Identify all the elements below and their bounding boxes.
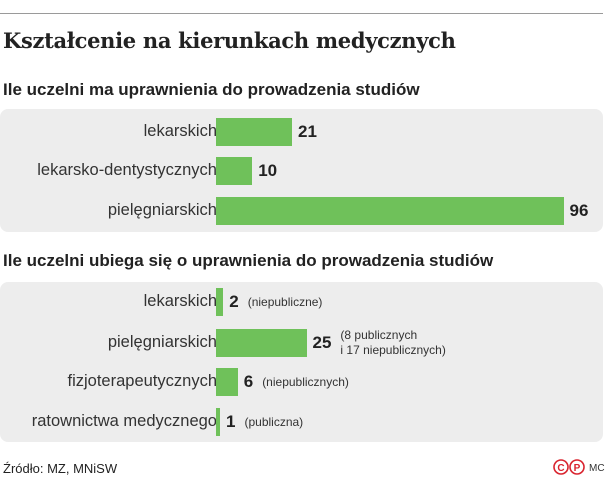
- bar: [216, 368, 238, 396]
- author-credit: MC: [589, 463, 605, 474]
- svg-text:P: P: [574, 463, 581, 474]
- category-label: lekarsko-dentystycznych: [37, 161, 217, 179]
- value-note: (8 publicznych i 17 niepublicznych): [340, 328, 446, 357]
- value-label: 25: [312, 333, 332, 352]
- chart-title: Kształcenie na kierunkach medycznych: [3, 28, 456, 53]
- category-label: fizjoterapeutycznych: [67, 372, 218, 390]
- bar: [216, 329, 307, 357]
- value-note: (publiczna): [244, 414, 304, 429]
- section-1-title: Ile uczelni ma uprawnienia do prowadzeni…: [3, 80, 420, 99]
- value-label: 1: [226, 412, 236, 431]
- bar: [216, 157, 253, 185]
- category-label: pielęgniarskich: [107, 333, 217, 351]
- chart-panel-2: [0, 282, 603, 442]
- value-note: (niepubliczne): [247, 294, 323, 309]
- bar: [216, 118, 293, 146]
- category-label: lekarskich: [143, 292, 217, 310]
- bar: [216, 197, 564, 225]
- category-label: lekarskich: [143, 122, 217, 140]
- value-label: 96: [569, 201, 589, 220]
- category-label: pielęgniarskich: [107, 201, 217, 219]
- value-label: 2: [229, 292, 239, 311]
- bar: [216, 288, 224, 316]
- category-label: ratownictwa medycznego: [31, 412, 217, 430]
- value-note: (niepublicznych): [262, 374, 349, 389]
- top-rule: [0, 13, 603, 14]
- bar: [216, 408, 220, 436]
- value-label: 6: [243, 372, 254, 391]
- svg-text:C: C: [557, 463, 564, 474]
- source-note: Źródło: MZ, MNiSW: [3, 461, 118, 476]
- value-label: 21: [298, 122, 317, 141]
- section-2-title: Ile uczelni ubiega się o uprawnienia do …: [3, 251, 494, 270]
- value-label: 10: [258, 161, 278, 180]
- publisher-logo-icon: C P: [553, 459, 585, 475]
